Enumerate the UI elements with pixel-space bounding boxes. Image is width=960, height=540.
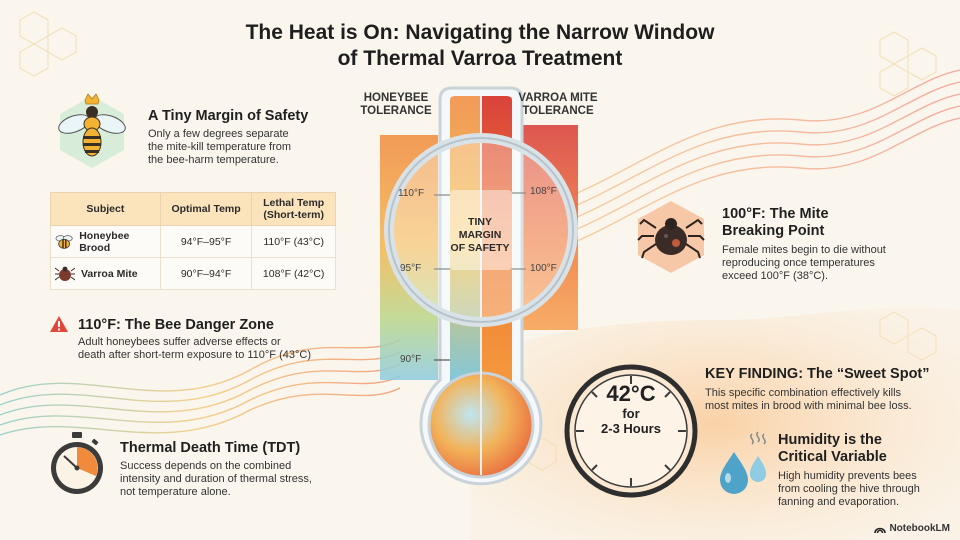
queen-bee-icon	[58, 93, 126, 168]
danger-section: Adult honeybees suffer adverse effects o…	[78, 336, 368, 362]
bee-mark-90: 90°F	[400, 354, 422, 365]
temperature-table: Subject Optimal Temp Lethal Temp (Short-…	[50, 192, 336, 290]
table-row: Honeybee Brood 94°F–95°F 110°F (43°C)	[50, 225, 336, 258]
sweet-spot-clock-icon	[564, 364, 698, 498]
humidity-text-3: fanning and evaporation.	[778, 496, 900, 508]
table-cell-optimal: 90°F–94°F	[159, 257, 253, 290]
humidity-section: Humidity is the Critical Variable High h…	[778, 432, 948, 509]
bee-icon	[55, 234, 73, 249]
table-row: Varroa Mite 90°F–94°F 108°F (42°C)	[50, 257, 336, 290]
sweet-spot-for: for	[622, 406, 640, 421]
mite-point-heading-2: Breaking Point	[722, 223, 825, 239]
bee-tolerance-header-1: HONEYBEE	[363, 92, 429, 104]
tdt-text-2: intensity and duration of thermal stress…	[120, 473, 312, 485]
tiny-margin-label-3: OF SAFETY	[450, 242, 510, 254]
table-header-subject: Subject	[50, 192, 161, 226]
brand-name: NotebookLM	[889, 523, 950, 534]
humidity-text-1: High humidity prevents bees	[778, 470, 917, 482]
mite-point-text-3: exceed 100°F (38°C).	[722, 270, 829, 282]
title-line-2: of Thermal Varroa Treatment	[337, 47, 623, 70]
stopwatch-icon	[51, 432, 103, 494]
humidity-heading-1: Humidity is the	[778, 432, 882, 448]
page-title: The Heat is On: Navigating the Narrow Wi…	[130, 20, 830, 72]
warning-icon	[50, 316, 68, 332]
table-cell-lethal: 110°F (43°C)	[251, 225, 336, 258]
mite-point-text-2: reproducing once temperatures	[722, 257, 875, 269]
danger-text-1: Adult honeybees suffer adverse effects o…	[78, 336, 281, 348]
mite-icon	[55, 266, 75, 281]
tiny-margin-label: TINY MARGIN OF SAFETY	[448, 216, 512, 255]
sweet-spot-temp: 42°C	[606, 381, 656, 406]
table-cell-subject: Honeybee Brood	[50, 225, 161, 258]
key-finding-text-1: This specific combination effectively ki…	[705, 387, 902, 399]
table-subject-mite: Varroa Mite	[81, 267, 138, 280]
bee-tolerance-header-2: TOLERANCE	[360, 105, 432, 117]
danger-text-2: death after short-term exposure to 110°F…	[78, 349, 311, 361]
bee-mark-95: 95°F	[400, 263, 422, 274]
margin-safety-text-1: Only a few degrees separate	[148, 128, 289, 140]
mite-tolerance-header-2: TOLERANCE	[522, 105, 594, 117]
thermometer-graphic	[380, 86, 578, 486]
key-finding-section: KEY FINDING: The “Sweet Spot” This speci…	[705, 366, 955, 413]
margin-safety-text-3: the bee-harm temperature.	[148, 154, 279, 166]
bee-mark-110: 110°F	[398, 188, 425, 199]
tdt-text-1: Success depends on the combined	[120, 460, 292, 472]
tdt-section: Thermal Death Time (TDT) Success depends…	[120, 440, 370, 499]
brand-mark: NotebookLM	[874, 523, 950, 534]
mite-mark-100: 100°F	[530, 263, 557, 274]
varroa-mite-icon	[637, 201, 705, 273]
tiny-margin-label-1: TINY	[468, 216, 492, 228]
mite-point-section: 100°F: The Mite Breaking Point Female mi…	[722, 206, 942, 283]
title-line-1: The Heat is On: Navigating the Narrow Wi…	[245, 21, 715, 44]
mite-tolerance-header: VARROA MITE TOLERANCE	[510, 92, 606, 118]
mite-point-heading-1: 100°F: The Mite	[722, 206, 829, 222]
bee-tolerance-header: HONEYBEE TOLERANCE	[356, 92, 436, 118]
humidity-heading-2: Critical Variable	[778, 449, 887, 465]
table-header-lethal: Lethal Temp (Short-term)	[251, 192, 336, 226]
tdt-heading: Thermal Death Time (TDT)	[120, 440, 301, 456]
key-finding-heading: KEY FINDING: The “Sweet Spot”	[705, 366, 930, 382]
key-finding-text-2: most mites in brood with minimal bee los…	[705, 400, 912, 412]
mite-mark-108: 108°F	[530, 186, 557, 197]
margin-safety-text-2: the mite-kill temperature from	[148, 141, 292, 153]
mite-tolerance-header-1: VARROA MITE	[518, 92, 598, 104]
danger-heading: 110°F: The Bee Danger Zone	[78, 317, 274, 333]
mite-point-text-1: Female mites begin to die without	[722, 244, 886, 256]
tiny-margin-label-2: MARGIN	[458, 229, 502, 241]
water-drops-icon	[720, 431, 766, 494]
table-cell-subject: Varroa Mite	[50, 257, 161, 290]
margin-safety-heading: A Tiny Margin of Safety	[148, 108, 309, 124]
tdt-text-3: not temperature alone.	[120, 486, 231, 498]
table-header-optimal: Optimal Temp	[159, 192, 253, 226]
sweet-spot-duration: 2-3 Hours	[601, 421, 661, 436]
sweet-spot-label: 42°C for 2-3 Hours	[575, 381, 687, 437]
table-subject-bee: Honeybee Brood	[79, 229, 130, 254]
notebooklm-logo-icon	[874, 527, 887, 533]
table-cell-optimal: 94°F–95°F	[159, 225, 253, 258]
table-cell-lethal: 108°F (42°C)	[251, 257, 336, 290]
humidity-text-2: from cooling the hive through	[778, 483, 920, 495]
margin-safety-section: A Tiny Margin of Safety Only a few degre…	[148, 108, 348, 167]
